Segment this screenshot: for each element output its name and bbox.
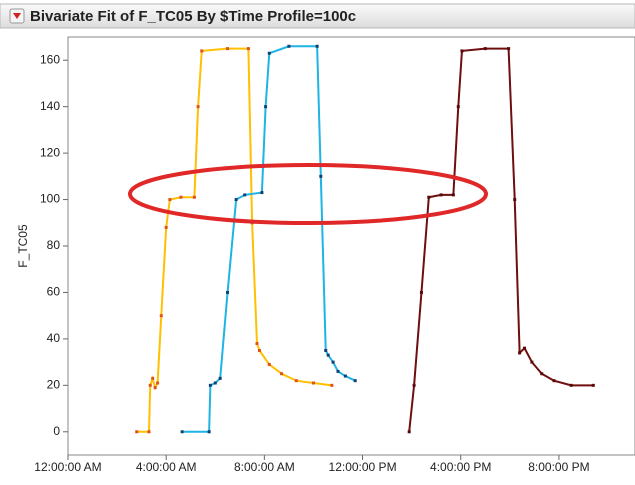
data-point [294,379,298,383]
data-point [257,349,261,352]
y-tick-label: 160 [40,52,60,66]
data-point [260,191,264,195]
data-point [148,383,152,387]
data-point [226,47,230,51]
data-point [427,195,431,199]
x-tick-label: 12:00:00 PM [329,460,397,474]
data-point [552,379,556,383]
data-point [255,342,259,346]
x-tick-label: 8:00:00 AM [234,460,295,474]
data-point [179,195,183,199]
data-point [460,49,464,53]
data-point [311,381,315,385]
x-tick-label: 12:00:00 AM [34,460,101,474]
data-point [407,430,411,434]
data-point [513,198,517,202]
y-tick-label: 100 [40,192,60,206]
data-point [507,47,511,51]
data-point [456,105,460,109]
data-point [200,49,204,53]
data-point [135,430,139,434]
data-point [180,430,184,434]
data-point [412,383,416,387]
data-point [159,314,163,318]
y-axis-label: F_TC05 [16,224,30,268]
data-point [207,430,211,434]
data-point [267,51,271,55]
data-point [439,193,443,197]
data-point [246,47,250,51]
data-point [264,105,268,109]
data-point [319,174,323,178]
y-tick-label: 140 [40,99,60,113]
series-line [408,47,594,432]
plot-area: 0 20 40 60 80 100 120 140 160 12:00:00 AM 4:00:00 … [34,44,595,474]
chart-title: Bivariate Fit of F_TC05 By $Time Profile… [30,8,356,25]
data-point [234,198,238,202]
data-point [164,225,168,229]
data-point [151,376,155,380]
data-point [540,372,544,376]
data-point [336,369,340,373]
data-point [324,349,328,352]
data-point [168,198,172,202]
data-point [287,44,291,48]
data-point [156,381,160,385]
y-tick-label: 80 [47,238,61,252]
data-point [196,105,200,109]
data-point [331,360,335,364]
x-tick-label: 4:00:00 AM [136,460,197,474]
data-point [523,346,527,350]
data-point [451,193,455,197]
menu-triangle[interactable] [13,13,21,19]
x-tick-label: 4:00:00 PM [430,460,491,474]
data-point [280,372,284,376]
data-point [213,381,217,385]
x-tick-label: 8:00:00 PM [528,460,589,474]
data-point [419,290,423,294]
y-tick-label: 40 [47,331,61,345]
data-point [483,47,487,51]
data-point [518,351,522,355]
data-point [243,193,247,197]
data-point [153,386,157,390]
data-point [530,360,534,364]
data-point [147,430,151,434]
y-tick-label: 20 [47,378,61,392]
y-tick-label: 120 [40,145,60,159]
header-bar [0,3,635,29]
data-point [569,383,573,387]
data-point [192,195,196,199]
data-point [267,362,271,366]
data-point [218,376,222,380]
data-point [208,383,212,387]
data-point [353,379,357,383]
y-tick-label: 0 [53,424,60,438]
data-point [326,353,330,357]
data-point [591,383,595,387]
data-point [226,290,230,294]
plot-frame [67,36,635,456]
data-point [343,374,347,378]
y-tick-label: 60 [47,285,61,299]
data-point [330,383,334,387]
highlight-ellipse [128,163,488,225]
data-point [315,44,319,48]
